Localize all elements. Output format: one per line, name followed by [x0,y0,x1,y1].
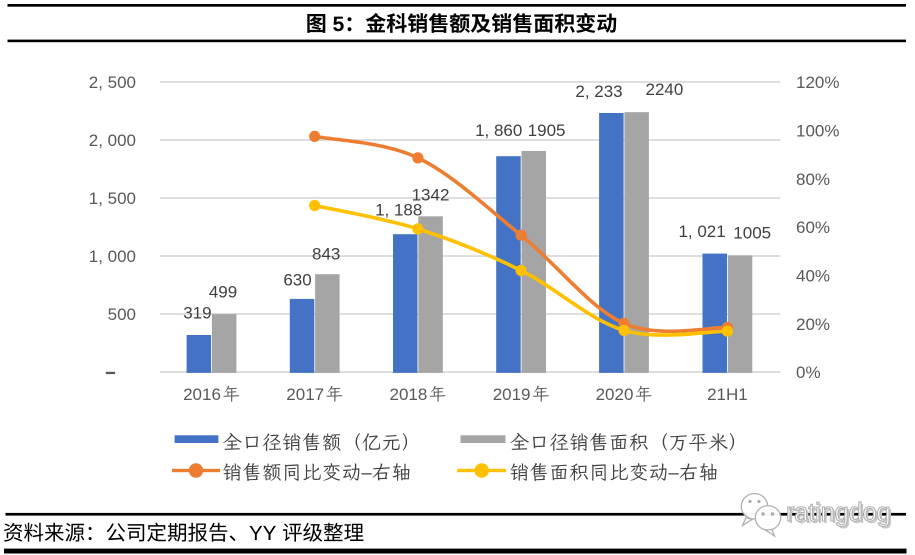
svg-text:2, 500: 2, 500 [89,73,136,92]
svg-text:843: 843 [312,244,340,263]
svg-text:500: 500 [108,305,136,324]
svg-text:80%: 80% [796,170,830,189]
svg-text:ratingdog: ratingdog [786,499,891,527]
svg-text:60%: 60% [796,218,830,237]
svg-text:499: 499 [209,283,237,302]
svg-text:1, 021: 1, 021 [678,222,725,241]
svg-text:630: 630 [283,271,311,290]
svg-text:120%: 120% [796,73,839,92]
svg-text:1, 860: 1, 860 [475,121,522,140]
svg-text:2018: 2018 [390,385,428,404]
svg-text:1, 188: 1, 188 [375,201,422,220]
svg-text:0%: 0% [796,363,821,382]
svg-text:2, 000: 2, 000 [89,131,136,150]
svg-text:319: 319 [183,304,211,323]
svg-text:2017: 2017 [286,385,324,404]
svg-text:2019: 2019 [493,385,531,404]
svg-text:2020: 2020 [596,385,634,404]
svg-text:1, 500: 1, 500 [89,189,136,208]
svg-text:40%: 40% [796,266,830,285]
svg-text:1342: 1342 [412,185,450,204]
svg-text:100%: 100% [796,121,839,140]
svg-text:ratingdog: ratingdog [788,501,893,529]
svg-text:1, 000: 1, 000 [89,247,136,266]
svg-text:2016: 2016 [183,385,221,404]
svg-text:1005: 1005 [733,224,771,243]
svg-text:2240: 2240 [645,80,683,99]
svg-text:2, 233: 2, 233 [575,82,622,101]
svg-text:20%: 20% [796,315,830,334]
svg-text:1905: 1905 [528,121,566,140]
svg-text:21H1: 21H1 [707,385,748,404]
